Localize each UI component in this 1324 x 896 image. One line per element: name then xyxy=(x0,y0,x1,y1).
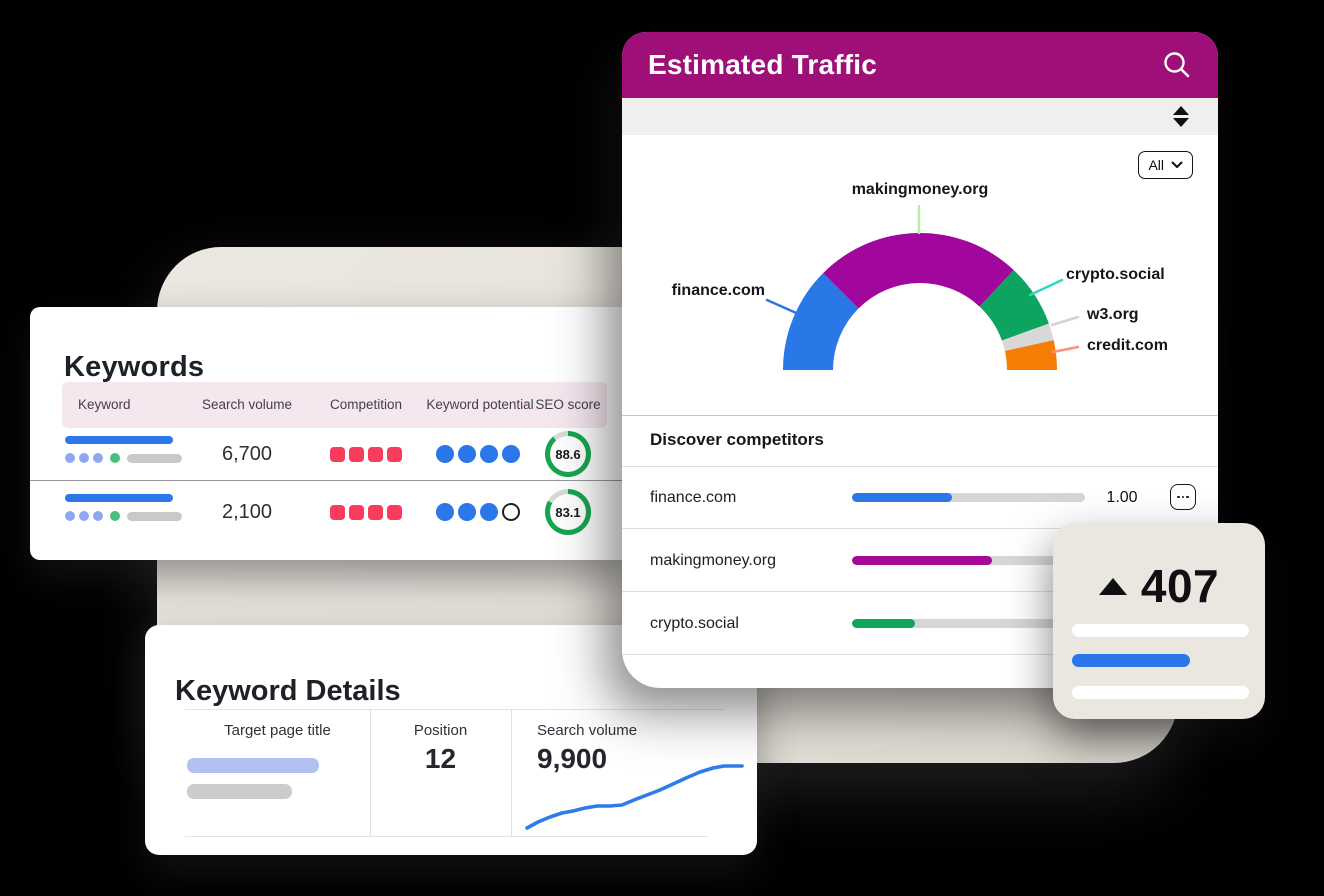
column-header-keyword-potential: Keyword potential xyxy=(426,397,534,413)
badge-value-row: 407 xyxy=(1053,559,1265,613)
competitor-progress-track xyxy=(852,619,1085,628)
donut-label-makingmoney: makingmoney.org xyxy=(851,181,989,198)
table-border xyxy=(185,836,708,837)
donut-leader-line xyxy=(1050,315,1080,327)
column-header-seo-score: SEO score xyxy=(535,397,601,413)
keyword-details-title: Keyword Details xyxy=(175,675,401,708)
traffic-half-donut-chart xyxy=(765,204,1080,370)
sort-arrows-icon[interactable] xyxy=(1172,106,1190,127)
skeleton-bar-gray xyxy=(187,784,292,799)
donut-label-finance: finance.com xyxy=(671,282,765,299)
search-volume-label: Search volume xyxy=(537,722,638,739)
donut-label-credit: credit.com xyxy=(1087,337,1168,354)
filter-dropdown[interactable]: All xyxy=(1138,151,1193,179)
triangle-up-icon xyxy=(1098,577,1127,595)
keywords-table-header xyxy=(62,382,607,428)
skeleton-bar-blue xyxy=(65,436,173,444)
column-header-search-volume: Search volume xyxy=(201,397,293,413)
ellipsis-menu-button[interactable] xyxy=(1170,484,1196,510)
competitor-name: crypto.social xyxy=(650,614,739,632)
competitor-row[interactable]: finance.com 1.00 xyxy=(622,466,1218,529)
search-volume-value: 2,100 xyxy=(221,500,273,523)
column-header-keyword: Keyword xyxy=(78,397,131,413)
chevron-down-icon xyxy=(1171,161,1183,168)
keyword-table-row[interactable]: 6,700 88.6 xyxy=(30,428,630,480)
keyword-table-row[interactable]: 2,100 83.1 xyxy=(30,486,630,538)
donut-segment-finance.com xyxy=(783,273,859,370)
donut-segment-w3.org xyxy=(1001,323,1054,351)
column-header-competition: Competition xyxy=(329,397,403,413)
estimated-traffic-title: Estimated Traffic xyxy=(648,49,878,80)
search-volume-value: 6,700 xyxy=(221,442,273,465)
donut-leader-line xyxy=(1051,345,1080,354)
toolbar-strip xyxy=(622,98,1218,135)
competitor-name: finance.com xyxy=(650,488,737,506)
competitor-row[interactable]: makingmoney.org xyxy=(622,529,1218,592)
keywords-title: Keywords xyxy=(64,351,205,384)
donut-leader-line xyxy=(1028,278,1064,297)
section-divider xyxy=(622,415,1218,416)
filter-selected-value: All xyxy=(1148,157,1164,173)
competitor-progress-track xyxy=(852,556,1085,565)
keyword-potential-indicator xyxy=(408,428,548,480)
competitor-value: 1.00 xyxy=(1106,488,1138,506)
target-page-title-label: Target page title xyxy=(224,722,331,739)
search-volume-value: 9,900 xyxy=(537,743,608,774)
column-divider xyxy=(511,709,512,836)
competitor-progress-fill xyxy=(852,556,992,565)
keyword-potential-indicator xyxy=(408,486,548,538)
donut-leader-line xyxy=(765,298,805,318)
badge-value: 407 xyxy=(1140,560,1220,612)
column-divider xyxy=(370,709,371,836)
position-label: Position xyxy=(413,722,468,739)
skeleton-bar-periwinkle xyxy=(187,758,319,773)
search-volume-trend-chart xyxy=(525,764,744,830)
competitor-name: makingmoney.org xyxy=(650,551,776,569)
seo-score-value: 83.1 xyxy=(555,504,581,520)
row-divider xyxy=(30,480,630,481)
section-divider xyxy=(622,466,1218,467)
competitor-progress-track xyxy=(852,493,1085,502)
discover-competitors-heading: Discover competitors xyxy=(650,430,824,449)
seo-score-gauge: 88.6 xyxy=(545,428,591,480)
search-icon[interactable] xyxy=(1162,50,1192,80)
skeleton-dots xyxy=(65,511,182,521)
competitor-progress-fill xyxy=(852,619,915,628)
skeleton-bar-blue xyxy=(1072,654,1190,667)
competitor-row[interactable]: crypto.social xyxy=(622,592,1218,655)
donut-label-crypto: crypto.social xyxy=(1066,266,1165,283)
traffic-badge-card: 407 xyxy=(1053,523,1265,719)
table-border xyxy=(185,709,725,710)
donut-segment-credit.com xyxy=(1004,340,1057,370)
donut-segment-makingmoney.org xyxy=(823,232,1014,309)
seo-score-gauge: 83.1 xyxy=(545,486,591,538)
skeleton-bar-blue xyxy=(65,494,173,502)
donut-segment-crypto.social xyxy=(979,270,1049,341)
keywords-card: Keywords Keyword Search volume Competiti… xyxy=(30,307,630,560)
competitor-progress-fill xyxy=(852,493,953,502)
skeleton-dots xyxy=(65,453,182,463)
card-header xyxy=(622,32,1218,98)
skeleton-bar-white xyxy=(1072,686,1249,699)
competition-indicator xyxy=(296,486,436,538)
donut-label-w3: w3.org xyxy=(1087,306,1139,323)
skeleton-bar-white xyxy=(1072,624,1249,637)
competition-indicator xyxy=(296,428,436,480)
seo-score-value: 88.6 xyxy=(555,446,581,462)
position-value: 12 xyxy=(424,743,457,774)
